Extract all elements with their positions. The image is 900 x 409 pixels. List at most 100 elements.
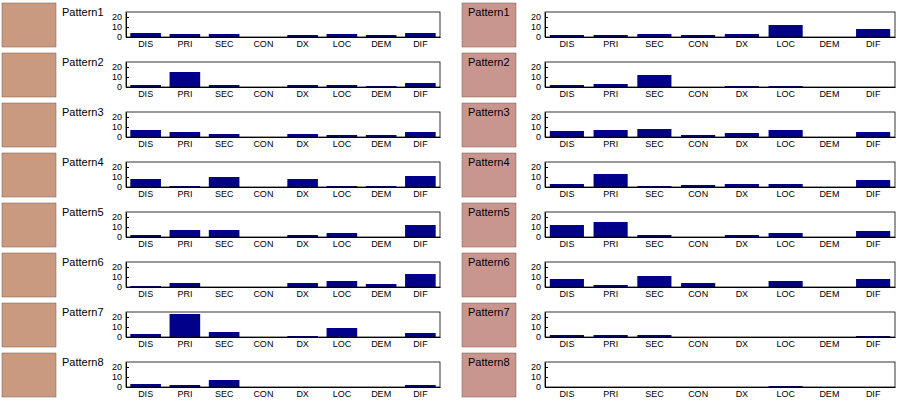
- x-tick: DIS: [559, 339, 574, 349]
- y-tick-label: 20: [531, 262, 541, 272]
- thumbnail: [462, 253, 516, 297]
- y-tick: 20: [531, 212, 548, 222]
- x-tick: PRI: [603, 389, 618, 399]
- bar: [209, 332, 240, 337]
- y-tick-label: 0: [536, 82, 541, 92]
- bar: [594, 84, 628, 87]
- y-tick-mark: [126, 217, 129, 218]
- x-tick-label: DX: [736, 289, 749, 299]
- x-axis: DISPRISECCONDXLOCDEMDIF: [546, 338, 896, 350]
- y-axis: 01020: [112, 312, 129, 342]
- y-tick: 20: [112, 262, 129, 272]
- y-tick: 20: [531, 112, 548, 122]
- panel-title: Pattern7: [468, 306, 510, 318]
- x-tick-label: DIS: [559, 339, 574, 349]
- x-tick-label: SEC: [215, 389, 234, 399]
- thumbnail: [2, 353, 56, 397]
- x-tick: LOC: [333, 389, 352, 399]
- x-tick-label: DEM: [819, 139, 839, 149]
- x-tick-label: DIF: [866, 139, 881, 149]
- x-tick: DX: [736, 239, 749, 249]
- bar: [856, 180, 890, 187]
- bar: [405, 176, 436, 187]
- y-tick-label: 0: [117, 132, 122, 142]
- x-tick-label: SEC: [645, 239, 664, 249]
- x-axis: DISPRISECCONDXLOCDEMDIF: [127, 138, 441, 150]
- x-tick-label: DIF: [866, 239, 881, 249]
- x-tick: CON: [688, 289, 708, 299]
- bar: [130, 334, 161, 337]
- y-axis: 01020: [531, 262, 548, 292]
- x-tick-label: DIS: [559, 39, 574, 49]
- panel: Pattern201020DISPRISECCONDXLOCDEMDIF: [2, 53, 441, 99]
- x-tick: DIF: [866, 189, 881, 199]
- y-tick-label: 10: [531, 222, 541, 232]
- bar: [594, 174, 628, 187]
- y-axis: 01020: [531, 62, 548, 92]
- x-tick-label: CON: [253, 139, 273, 149]
- x-tick-label: DEM: [819, 189, 839, 199]
- x-tick-label: DEM: [371, 39, 391, 49]
- x-tick-label: LOC: [776, 39, 795, 49]
- y-tick-mark: [126, 227, 129, 228]
- x-tick: DEM: [819, 289, 839, 299]
- x-tick-label: LOC: [776, 389, 795, 399]
- plot-frame: [545, 112, 895, 137]
- y-tick-label: 0: [117, 32, 122, 42]
- plot-frame: [126, 312, 440, 337]
- x-tick-label: DX: [736, 89, 749, 99]
- bar: [550, 225, 584, 237]
- bar: [725, 133, 759, 137]
- bar: [405, 33, 436, 37]
- x-tick: DX: [736, 289, 749, 299]
- bars: [130, 314, 435, 337]
- y-tick: 10: [531, 272, 548, 282]
- x-axis: DISPRISECCONDXLOCDEMDIF: [546, 188, 896, 200]
- plot-frame: [545, 212, 895, 237]
- panel-title: Pattern5: [468, 206, 510, 218]
- x-tick-label: PRI: [603, 339, 618, 349]
- x-tick-label: DX: [736, 239, 749, 249]
- y-axis: 01020: [531, 12, 548, 42]
- y-tick-mark: [126, 277, 129, 278]
- y-tick-label: 20: [112, 162, 122, 172]
- y-tick-label: 0: [536, 232, 541, 242]
- y-tick-mark: [545, 127, 548, 128]
- x-tick: DX: [736, 339, 749, 349]
- x-tick: CON: [688, 189, 708, 199]
- bar: [769, 130, 803, 137]
- x-tick: LOC: [333, 239, 352, 249]
- y-tick-label: 0: [536, 182, 541, 192]
- bar: [769, 233, 803, 237]
- x-tick-label: DX: [296, 239, 309, 249]
- y-tick-label: 0: [536, 332, 541, 342]
- x-tick: DEM: [819, 239, 839, 249]
- bar: [550, 131, 584, 137]
- y-tick-mark: [126, 377, 129, 378]
- x-tick-label: LOC: [776, 189, 795, 199]
- y-tick: 20: [112, 112, 129, 122]
- x-tick-label: SEC: [215, 189, 234, 199]
- y-tick: 10: [112, 322, 129, 332]
- x-tick-label: DEM: [371, 389, 391, 399]
- bar: [170, 132, 201, 137]
- panel: Pattern501020DISPRISECCONDXLOCDEMDIF: [2, 203, 441, 249]
- x-tick: DIS: [138, 139, 153, 149]
- y-tick-label: 20: [531, 12, 541, 22]
- plot-frame: [126, 212, 440, 237]
- x-tick: DIS: [138, 339, 153, 349]
- x-tick: DIF: [413, 139, 428, 149]
- y-tick-label: 10: [531, 372, 541, 382]
- bar: [856, 231, 890, 237]
- x-tick: DIS: [138, 389, 153, 399]
- bars: [130, 33, 435, 37]
- x-tick: DIS: [138, 289, 153, 299]
- x-tick-label: DIF: [866, 289, 881, 299]
- panel-title: Pattern1: [468, 6, 510, 18]
- x-tick: CON: [253, 189, 273, 199]
- x-tick-label: CON: [688, 39, 708, 49]
- thumbnail: [462, 3, 516, 47]
- y-tick-label: 10: [112, 322, 122, 332]
- x-tick: DEM: [371, 239, 391, 249]
- x-tick: SEC: [215, 139, 234, 149]
